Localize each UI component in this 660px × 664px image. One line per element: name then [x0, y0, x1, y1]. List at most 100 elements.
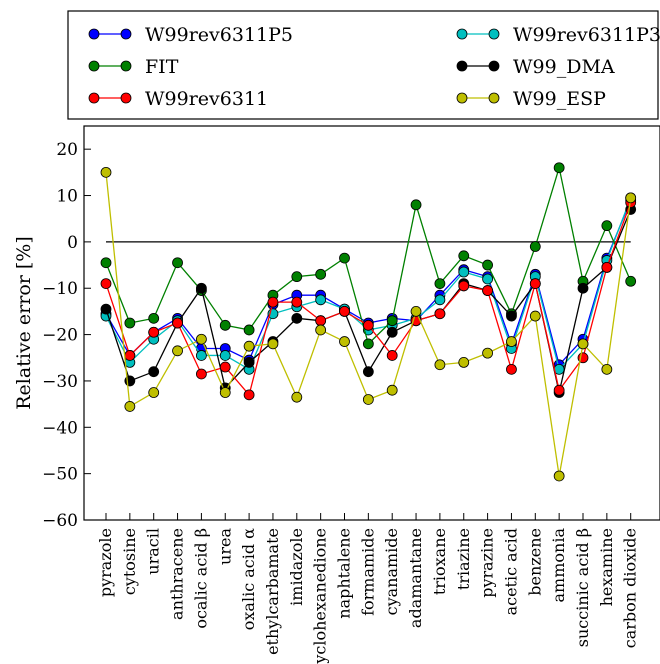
data-point [410, 199, 422, 211]
x-tick-label: uracil [144, 528, 163, 575]
series-w99-esp [100, 166, 637, 482]
data-point [553, 470, 565, 482]
data-point [458, 250, 470, 262]
plot-frame [83, 125, 660, 521]
x-tick-label: ethylcarbamate [263, 528, 282, 655]
data-point [506, 363, 517, 375]
data-point [291, 391, 303, 403]
data-point [148, 387, 160, 398]
data-point [434, 294, 446, 306]
x-tick-label: urea [215, 528, 234, 565]
x-tick-label: adamantane [406, 528, 425, 628]
x-tick-label: oxalic acid α [239, 528, 258, 630]
data-point [529, 310, 541, 322]
y-tick-label: −60 [42, 511, 78, 531]
data-point [219, 361, 231, 373]
data-point [148, 326, 160, 338]
data-point [291, 312, 303, 324]
legend-marker [456, 92, 468, 104]
data-point [386, 326, 398, 338]
data-point [339, 306, 350, 317]
legend-marker [120, 60, 132, 72]
legend-label: FIT [145, 56, 179, 78]
data-point [100, 257, 112, 269]
legend-marker [456, 60, 468, 72]
y-tick-label: −40 [42, 418, 78, 438]
legend-box [67, 10, 659, 120]
x-tick-label: ocalic acid β [191, 528, 210, 629]
y-axis-label: Relative error [%] [13, 236, 35, 410]
data-point [291, 271, 303, 283]
data-point [339, 336, 350, 347]
data-point [553, 384, 565, 396]
y-tick-label: −20 [42, 326, 78, 346]
data-point [434, 278, 446, 290]
x-tick-label: naphtalene [335, 528, 354, 619]
data-point [219, 387, 231, 398]
data-point [577, 338, 589, 350]
data-point [482, 273, 494, 285]
data-point [195, 368, 207, 380]
data-point [553, 162, 565, 174]
legend-marker [88, 92, 100, 104]
data-point [339, 252, 350, 264]
data-point [386, 315, 398, 327]
data-point [195, 282, 207, 294]
data-point [625, 192, 637, 204]
legend-label: W99_DMA [513, 56, 615, 78]
data-point [315, 294, 327, 306]
data-point [506, 310, 517, 322]
data-point [315, 268, 327, 280]
data-point [148, 312, 160, 324]
data-point [100, 166, 112, 178]
x-tick-label: pyrazole [96, 528, 115, 597]
legend-label: W99rev6311P5 [145, 24, 293, 46]
data-point [362, 366, 374, 378]
data-point [291, 296, 303, 308]
x-tick-label: hexamine [597, 528, 616, 606]
data-point [386, 350, 398, 361]
x-tick-label: anthracene [168, 528, 187, 620]
legend: W99rev6311P5 W99rev6311P3 FIT W99_DMA W99rev… [67, 10, 660, 120]
data-point [362, 319, 374, 331]
legend-marker [88, 60, 100, 72]
data-point [195, 350, 207, 361]
data-point [124, 317, 136, 329]
data-point [482, 347, 494, 359]
data-point [100, 278, 112, 290]
data-point [386, 384, 398, 396]
data-point [529, 241, 541, 252]
data-point [172, 345, 183, 357]
x-tick-label: formamide [358, 528, 377, 616]
x-tick-label: acetic acid [501, 528, 520, 615]
data-point [601, 261, 613, 273]
data-point [434, 359, 446, 371]
series-line [105, 202, 632, 397]
data-point [458, 266, 470, 278]
x-tick-label: carbon dioxide [621, 528, 640, 648]
data-point [195, 333, 207, 345]
data-point [458, 280, 470, 292]
data-point [410, 306, 422, 317]
y-tick-label: −10 [42, 279, 78, 299]
x-tick-label: imidazole [287, 528, 306, 606]
data-point [124, 350, 136, 361]
x-tick-label: succinic acid β [573, 528, 592, 647]
y-tick-label: −30 [42, 372, 78, 392]
data-point [315, 324, 327, 336]
x-tick-label: trioxane [430, 528, 449, 595]
data-point [625, 275, 637, 287]
legend-marker [488, 92, 500, 104]
legend-label: W99rev6311P3 [513, 24, 660, 46]
data-point [482, 259, 494, 271]
x-tick-label: cyclohexanedione [311, 528, 330, 664]
data-point [124, 401, 136, 412]
data-point [482, 285, 494, 296]
legend-label: W99_ESP [513, 88, 606, 110]
data-point [243, 324, 255, 336]
x-tick-label: cytosine [120, 528, 139, 595]
data-point [529, 278, 541, 290]
y-tick-label: 0 [67, 233, 78, 253]
